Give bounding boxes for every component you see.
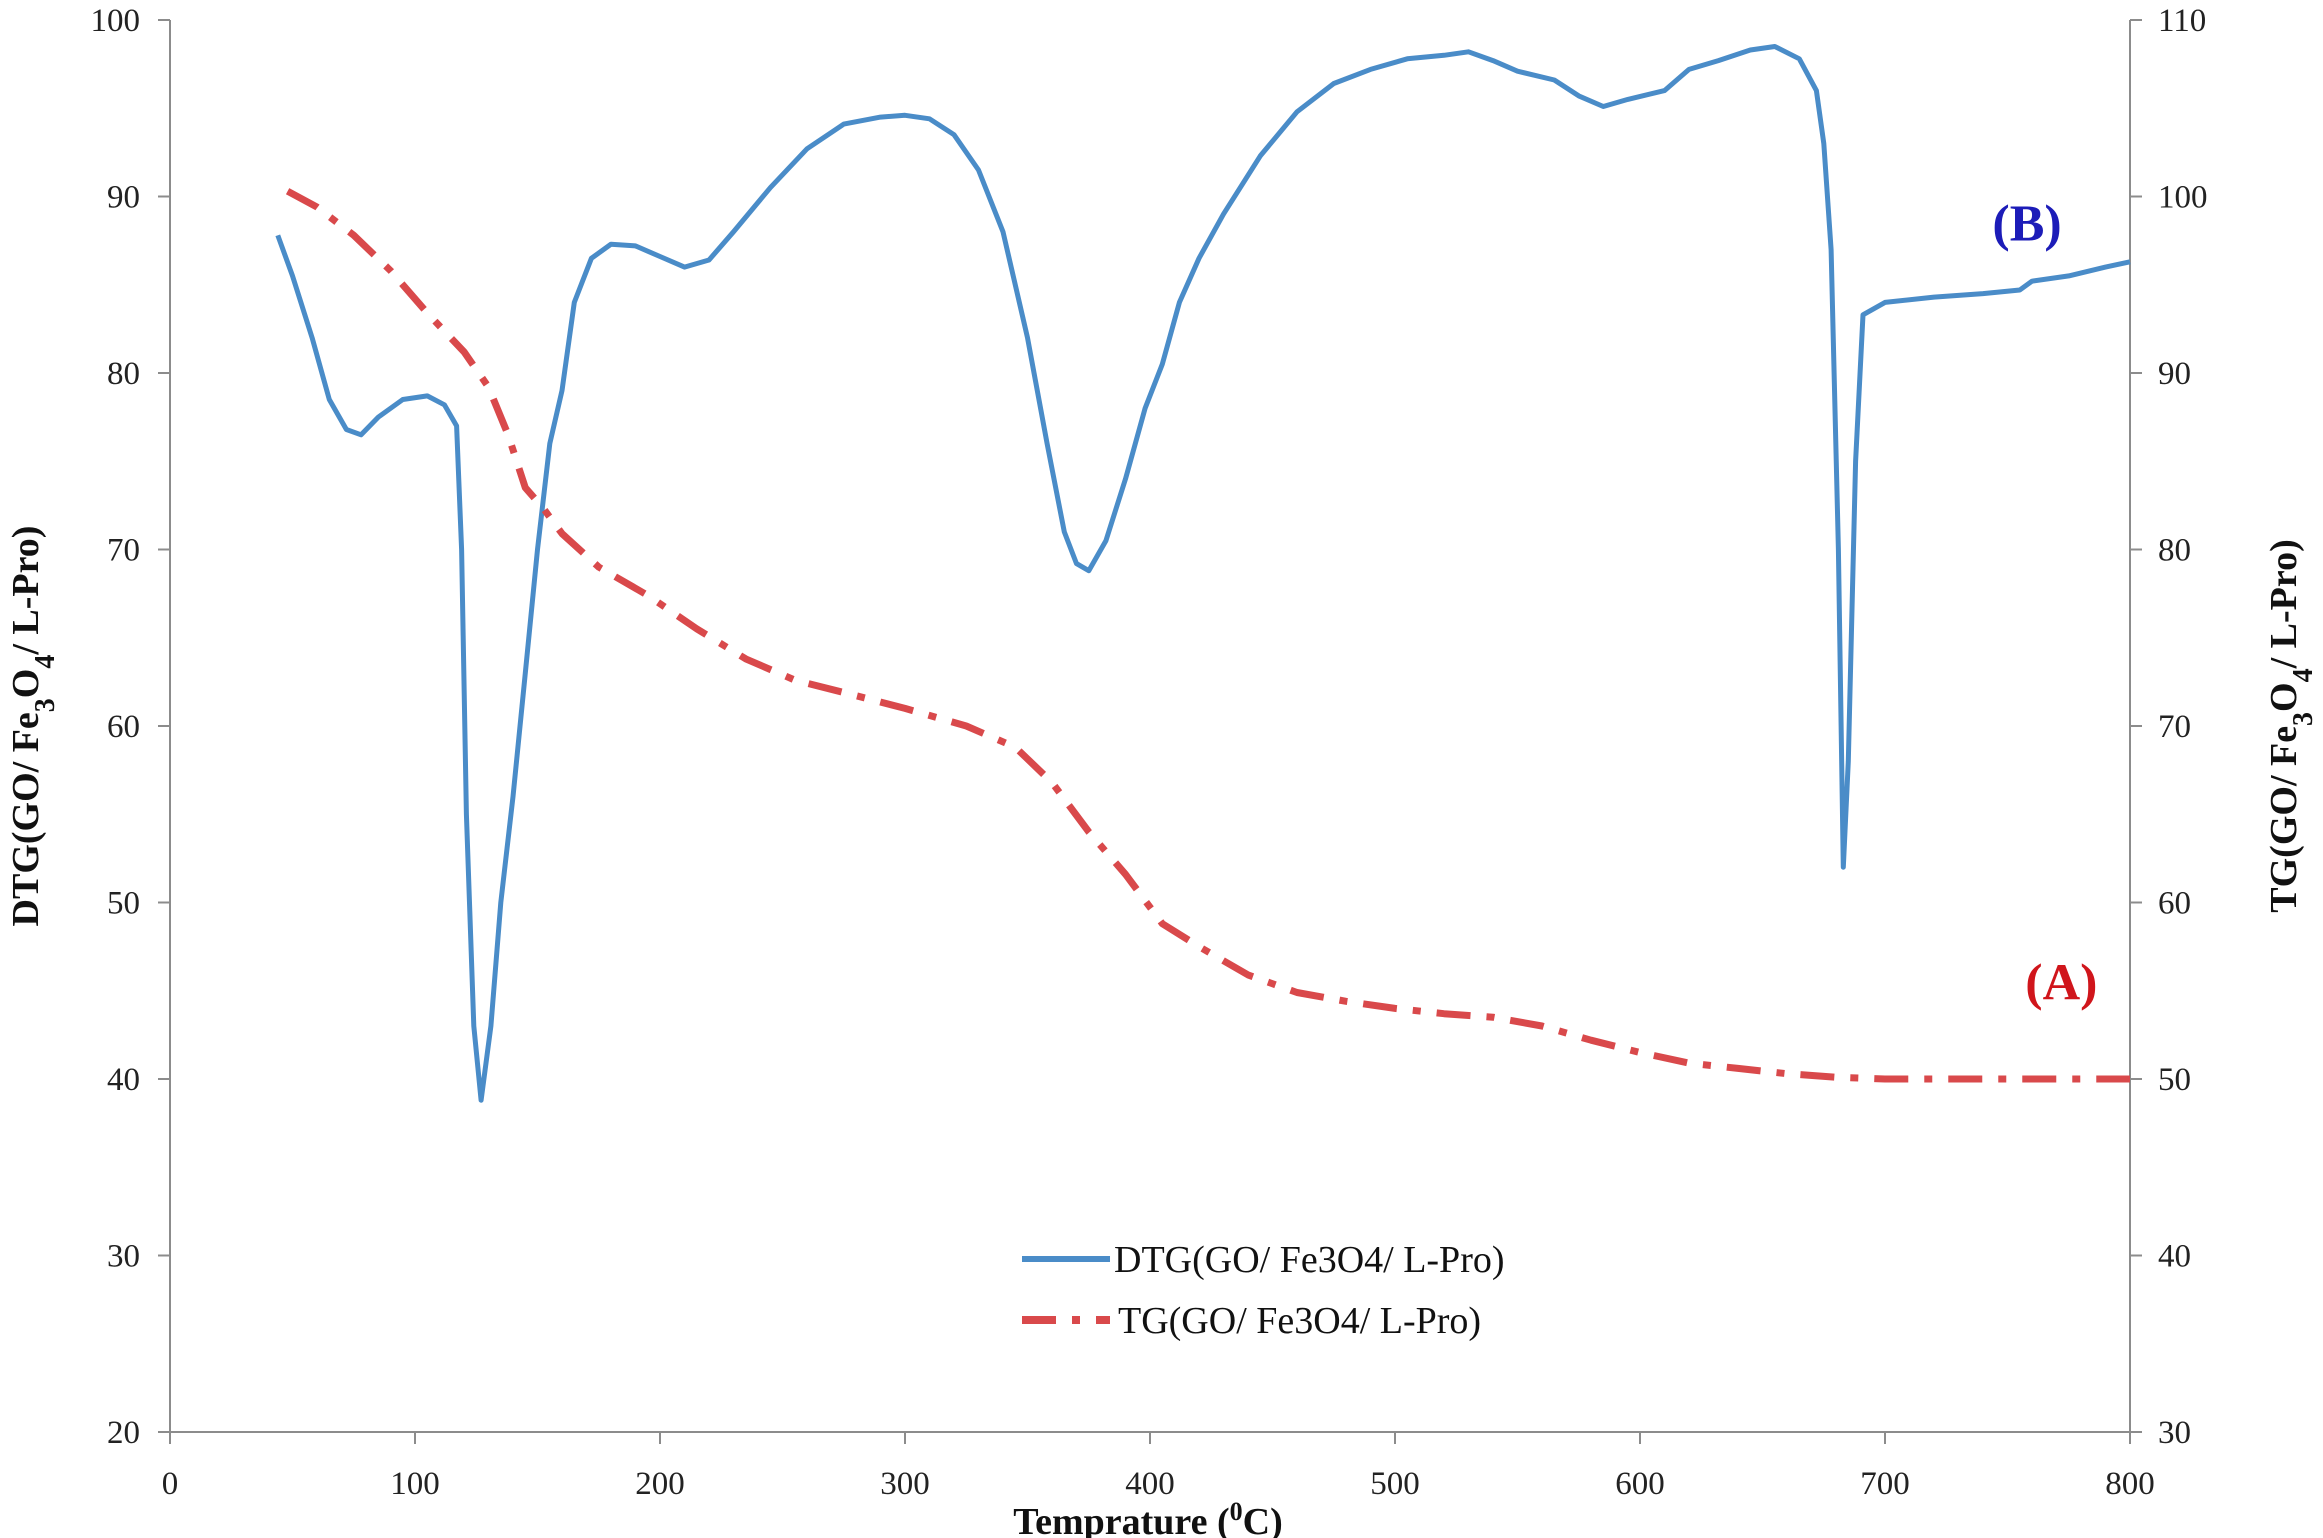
x-tick-label: 600	[1615, 1466, 1665, 1502]
y-right-tick-label: 40	[2158, 1239, 2191, 1275]
x-tick-label: 300	[880, 1466, 930, 1502]
y-left-tick-label: 80	[107, 356, 140, 392]
x-tick-label: 700	[1860, 1466, 1910, 1502]
series-layer	[275, 44, 2131, 1103]
ticks-layer: 0 100 200 300 400 500 600 700 800 20 30 40 50 60 70 80 9…	[91, 3, 2208, 1502]
legend: DTG(GO/ Fe3O4/ L-Pro) TG(GO/ Fe3O4/ L-Pr…	[1022, 1239, 1505, 1342]
y-right-tick-label: 110	[2158, 3, 2206, 39]
y-left-tick-label: 20	[107, 1415, 140, 1451]
x-tick-label: 0	[162, 1466, 179, 1502]
y-left-tick-label: 100	[91, 3, 141, 39]
annotation-b: (B)	[1992, 196, 2061, 253]
y-right-tick-label: 100	[2158, 180, 2208, 216]
x-tick-label: 800	[2105, 1466, 2155, 1502]
y-left-axis-title: DTG(GO/ Fe3O4/ L-Pro)	[5, 526, 61, 927]
legend-label-tg: TG(GO/ Fe3O4/ L-Pro)	[1118, 1300, 1481, 1342]
y-right-tick-label: 30	[2158, 1415, 2191, 1451]
y-right-tick-label: 80	[2158, 533, 2191, 569]
x-tick-label: 100	[390, 1466, 440, 1502]
y-left-tick-label: 60	[107, 709, 140, 745]
y-right-tick-label: 90	[2158, 356, 2191, 392]
y-right-tick-label: 50	[2158, 1062, 2191, 1098]
y-left-tick-label: 90	[107, 180, 140, 216]
y-left-tick-label: 50	[107, 886, 140, 922]
y-left-tick-label: 40	[107, 1062, 140, 1098]
x-axis-title: Temprature (0C)	[1013, 1497, 1282, 1538]
annotation-a: (A)	[2025, 955, 2097, 1012]
series-line-dtg	[275, 44, 2131, 1103]
series-line-tg	[285, 188, 2130, 1083]
y-right-axis-title: TG(GO/ Fe3O4/ L-Pro)	[2263, 539, 2319, 912]
legend-label-dtg: DTG(GO/ Fe3O4/ L-Pro)	[1114, 1239, 1505, 1281]
y-left-tick-label: 70	[107, 533, 140, 569]
y-right-tick-label: 60	[2158, 886, 2191, 922]
x-tick-label: 200	[635, 1466, 685, 1502]
x-tick-label: 400	[1125, 1466, 1175, 1502]
x-tick-label: 500	[1370, 1466, 1420, 1502]
y-left-tick-label: 30	[107, 1239, 140, 1275]
y-right-tick-label: 70	[2158, 709, 2191, 745]
